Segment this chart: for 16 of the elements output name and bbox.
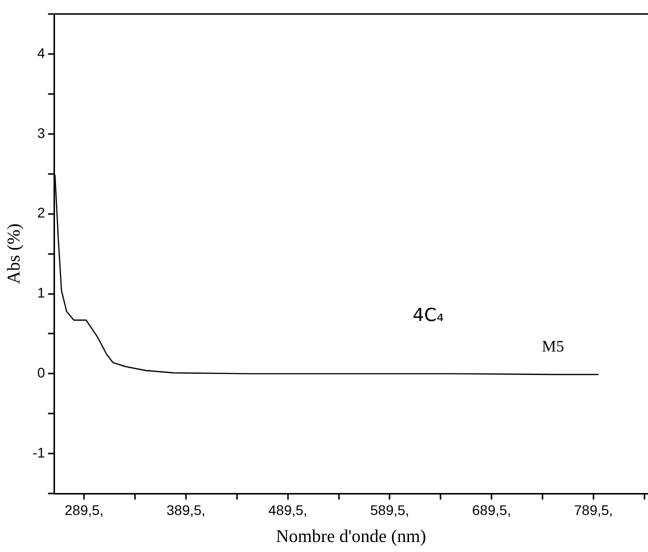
y-tick-label: 4	[37, 44, 46, 61]
y-axis-title: Abs (%)	[4, 224, 24, 284]
annotation: 4C₄	[412, 304, 444, 326]
x-tick-label: 789,5,	[574, 502, 613, 518]
y-tick-label: 1	[37, 284, 46, 301]
y-tick-label: 3	[37, 124, 46, 141]
x-tick-label: 489,5,	[268, 502, 308, 518]
x-tick-label: 289,5,	[64, 502, 104, 518]
x-tick-label: 589,5,	[370, 502, 410, 518]
annotation: M5	[542, 338, 564, 356]
y-tick-label: -1	[32, 444, 46, 460]
y-tick-label: 2	[37, 204, 46, 221]
x-axis-title: Nombre d'onde (nm)	[276, 526, 426, 546]
y-tick-label: 0	[37, 364, 46, 381]
x-tick-label: 389,5,	[166, 502, 206, 518]
x-tick-label: 689,5,	[472, 502, 512, 518]
